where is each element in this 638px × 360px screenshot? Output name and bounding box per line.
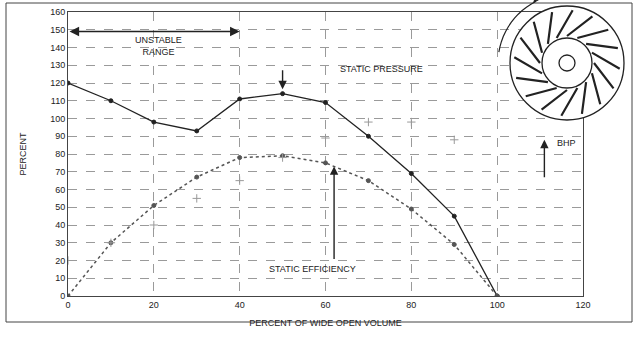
svg-text:30: 30	[55, 238, 65, 248]
svg-text:160: 160	[50, 7, 65, 17]
svg-text:UNSTABLERANGE: UNSTABLERANGE	[135, 35, 182, 57]
svg-text:100: 100	[490, 300, 505, 310]
svg-text:PERCENT: PERCENT	[18, 132, 28, 176]
svg-text:60: 60	[320, 300, 330, 310]
svg-text:PERCENT OF WIDE OPEN VOLUME: PERCENT OF WIDE OPEN VOLUME	[249, 318, 401, 328]
svg-text:40: 40	[235, 300, 245, 310]
svg-text:130: 130	[50, 60, 65, 70]
svg-text:BHP: BHP	[557, 138, 576, 148]
svg-text:40: 40	[55, 220, 65, 230]
svg-text:100: 100	[50, 114, 65, 124]
svg-text:0: 0	[60, 291, 65, 301]
svg-text:70: 70	[55, 167, 65, 177]
svg-text:20: 20	[55, 256, 65, 266]
svg-text:80: 80	[406, 300, 416, 310]
svg-text:120: 120	[575, 300, 590, 310]
svg-text:20: 20	[149, 300, 159, 310]
svg-text:0: 0	[65, 300, 70, 310]
svg-text:50: 50	[55, 202, 65, 212]
svg-text:10: 10	[55, 273, 65, 283]
svg-text:80: 80	[55, 149, 65, 159]
svg-text:STATIC PRESSURE: STATIC PRESSURE	[340, 64, 423, 74]
svg-text:110: 110	[51, 96, 65, 106]
svg-text:140: 140	[50, 43, 65, 53]
svg-text:120: 120	[50, 78, 65, 88]
svg-text:150: 150	[50, 25, 65, 35]
svg-text:90: 90	[55, 131, 65, 141]
svg-text:STATIC EFFICIENCY: STATIC EFFICIENCY	[269, 264, 356, 274]
svg-text:60: 60	[55, 185, 65, 195]
